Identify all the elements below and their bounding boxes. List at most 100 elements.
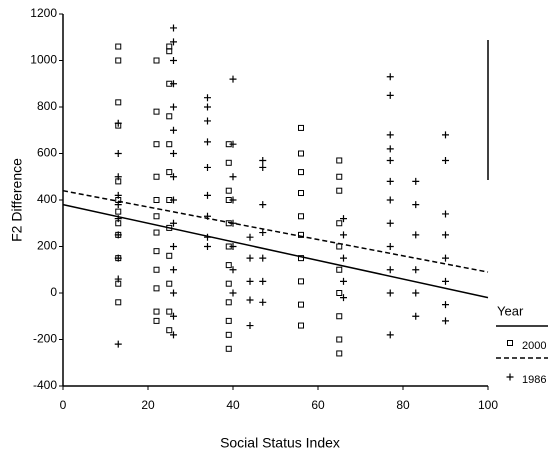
point-square bbox=[298, 278, 304, 285]
point-square bbox=[298, 255, 304, 262]
point-square bbox=[166, 48, 173, 55]
point-plus bbox=[412, 266, 420, 274]
point-square bbox=[153, 197, 160, 203]
point-plus bbox=[412, 289, 420, 297]
point-square bbox=[225, 331, 232, 338]
point-plus bbox=[340, 254, 347, 262]
fit-line bbox=[62, 203, 489, 299]
point-plus bbox=[114, 119, 122, 127]
point-plus bbox=[170, 331, 177, 339]
point-plus bbox=[229, 75, 237, 83]
point-square bbox=[225, 187, 232, 194]
point-plus bbox=[386, 73, 394, 81]
point-square bbox=[336, 290, 343, 296]
point-square bbox=[298, 190, 304, 197]
point-plus bbox=[340, 277, 347, 285]
point-plus bbox=[442, 131, 449, 139]
fit-line bbox=[62, 189, 489, 273]
point-square bbox=[298, 301, 304, 308]
x-tick-label: 40 bbox=[226, 398, 240, 412]
point-plus bbox=[442, 301, 449, 309]
point-square bbox=[336, 350, 343, 357]
point-plus bbox=[386, 131, 394, 139]
point-plus bbox=[170, 219, 177, 227]
point-square bbox=[225, 262, 232, 269]
legend-label: 2000 bbox=[522, 340, 546, 352]
point-plus bbox=[170, 196, 177, 204]
point-square bbox=[153, 317, 160, 324]
point-plus bbox=[442, 277, 449, 285]
point-square bbox=[336, 266, 343, 273]
point-plus bbox=[170, 150, 177, 157]
x-tick-label: 100 bbox=[478, 398, 498, 412]
point-plus bbox=[170, 24, 177, 32]
point-plus bbox=[114, 231, 122, 239]
point-square bbox=[336, 157, 343, 164]
point-plus bbox=[229, 173, 237, 181]
point-plus bbox=[204, 191, 211, 199]
x-tick-label: 0 bbox=[60, 398, 67, 412]
point-square bbox=[115, 57, 122, 64]
point-plus bbox=[386, 243, 394, 250]
point-plus bbox=[229, 243, 237, 250]
point-square bbox=[336, 336, 343, 343]
y-tick-label: 1200 bbox=[30, 6, 57, 20]
point-plus bbox=[259, 163, 267, 171]
point-plus bbox=[386, 266, 394, 274]
point-plus bbox=[386, 219, 394, 227]
point-square bbox=[336, 187, 343, 194]
point-plus bbox=[259, 229, 267, 237]
x-tick-label: 20 bbox=[141, 398, 155, 412]
point-square bbox=[153, 141, 160, 148]
point-square bbox=[298, 169, 304, 176]
y-tick-label: 400 bbox=[37, 192, 57, 206]
legend-title: Year bbox=[497, 303, 524, 318]
point-plus bbox=[259, 254, 267, 262]
point-square bbox=[115, 99, 122, 106]
point-plus bbox=[246, 296, 254, 304]
point-square bbox=[166, 169, 173, 176]
point-plus bbox=[204, 138, 211, 146]
point-plus bbox=[204, 103, 211, 111]
point-square bbox=[115, 299, 122, 306]
point-square bbox=[336, 220, 343, 227]
point-square bbox=[225, 345, 232, 352]
point-plus bbox=[259, 277, 267, 285]
point-plus bbox=[170, 243, 177, 250]
point-square bbox=[153, 266, 160, 273]
point-plus bbox=[340, 294, 347, 302]
point-plus bbox=[204, 163, 211, 171]
legend-marker bbox=[507, 340, 513, 346]
point-square bbox=[153, 173, 160, 180]
point-plus bbox=[229, 266, 237, 274]
point-plus bbox=[114, 173, 122, 181]
point-plus bbox=[246, 322, 254, 330]
point-square bbox=[336, 313, 343, 320]
point-square bbox=[153, 308, 160, 315]
point-plus bbox=[229, 140, 237, 148]
point-plus bbox=[114, 191, 122, 199]
point-square bbox=[153, 108, 160, 115]
point-square bbox=[166, 327, 173, 334]
legend-marker bbox=[506, 373, 514, 381]
point-plus bbox=[170, 38, 177, 46]
point-square bbox=[298, 231, 304, 238]
point-plus bbox=[170, 126, 177, 134]
point-plus bbox=[246, 254, 254, 262]
point-plus bbox=[170, 289, 177, 297]
point-plus bbox=[170, 80, 177, 88]
point-plus bbox=[170, 57, 177, 64]
point-square bbox=[115, 43, 122, 50]
point-plus bbox=[386, 91, 394, 99]
point-plus bbox=[442, 210, 449, 218]
point-plus bbox=[114, 275, 122, 283]
point-plus bbox=[386, 331, 394, 339]
point-plus bbox=[229, 289, 237, 297]
point-plus bbox=[386, 289, 394, 297]
point-plus bbox=[442, 156, 449, 164]
point-plus bbox=[386, 156, 394, 164]
point-square bbox=[336, 173, 343, 180]
point-plus bbox=[170, 173, 177, 181]
point-plus bbox=[204, 94, 211, 102]
